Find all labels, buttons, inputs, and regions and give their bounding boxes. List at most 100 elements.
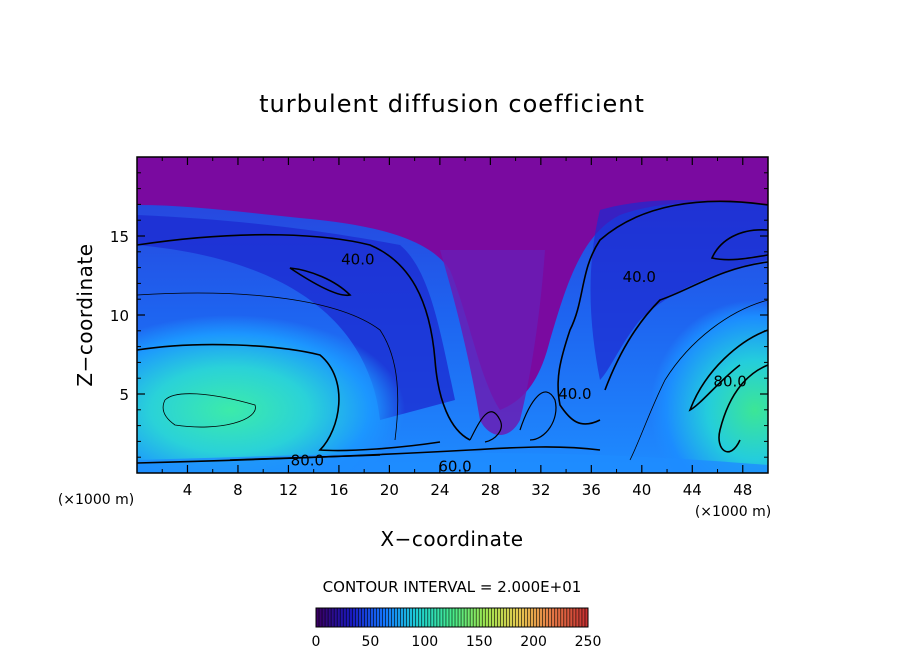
x-origin-unit-label: (×1000 m) — [58, 492, 134, 508]
colorbar-swatch — [572, 608, 577, 627]
x-tick-label: 48 — [733, 481, 752, 499]
colorbar-swatch — [509, 608, 513, 627]
x-tick-label: 40 — [632, 481, 651, 499]
contour-line — [718, 364, 768, 453]
colorbar-swatch — [343, 608, 347, 627]
y-axis: 5 10 15 — [110, 172, 768, 458]
colorbar-tick-label: 150 — [466, 634, 493, 650]
colorbar-swatch — [394, 608, 398, 627]
colorbar-tick-label: 250 — [575, 634, 602, 650]
colorbar-swatch — [406, 608, 410, 627]
contour-line — [469, 411, 502, 443]
colorbar-tick-label: 200 — [520, 634, 547, 650]
colorbar-swatch — [515, 608, 519, 627]
y-axis-title: Z−coordinate — [73, 243, 97, 386]
colorbar-tick-label: 100 — [411, 634, 438, 650]
colorbar-swatch — [476, 608, 480, 627]
colorbar-swatch — [557, 608, 562, 627]
colorbar-swatch — [418, 608, 423, 627]
colorbar-swatch — [367, 608, 371, 627]
colorbar-swatch — [512, 608, 516, 627]
colorbar-swatch — [581, 608, 586, 627]
colorbar-swatch — [500, 608, 504, 627]
x-tick-label: 28 — [481, 481, 500, 499]
contour-label: 80.0 — [291, 451, 324, 469]
contour-label: 40.0 — [341, 251, 374, 269]
colorbar-swatch — [376, 608, 380, 627]
colorbar-swatch — [445, 608, 450, 627]
colorbar-swatch — [328, 608, 332, 627]
colorbar-swatch — [542, 608, 546, 627]
contour-line — [557, 200, 768, 425]
colorbar-swatch — [364, 608, 368, 627]
plot-area: 40.0 40.0 40.0 80.0 60.0 80.0 — [137, 157, 768, 473]
colorbar-swatch — [403, 608, 407, 627]
colorbar-swatch — [578, 608, 583, 627]
contour-line — [229, 454, 381, 461]
colorbar-swatch — [548, 608, 553, 627]
colorbar-frame — [315, 607, 589, 628]
colorbar-swatch — [382, 608, 386, 627]
contour-line — [137, 343, 441, 452]
contour-line — [137, 292, 399, 441]
colorbar-swatch — [467, 608, 471, 627]
colorbar-swatch — [400, 608, 404, 627]
colorbar-swatch — [385, 608, 389, 627]
colorbar-swatch — [433, 608, 438, 627]
x-tick-label: 8 — [233, 481, 243, 499]
x-axis: 4 8 12 16 20 24 28 32 36 40 44 48 — [161, 157, 752, 499]
contour-line — [519, 391, 557, 441]
colorbar-swatch — [464, 608, 468, 627]
colorbar-swatch — [479, 608, 483, 627]
colorbar-swatch — [427, 608, 432, 627]
colorbar-swatch — [379, 608, 383, 627]
colorbar-swatch — [575, 608, 580, 627]
colorbar-swatch — [491, 608, 495, 627]
colorbar-swatch — [518, 608, 522, 627]
x-tick-label: 4 — [183, 481, 193, 499]
colorbar-swatch — [361, 608, 365, 627]
colorbar-swatch — [563, 608, 568, 627]
colorbar-swatch — [322, 608, 326, 627]
y-tick-label: 15 — [110, 228, 129, 246]
colorbar-swatch — [325, 608, 329, 627]
colorbar-swatch — [442, 608, 447, 627]
colorbar-swatch — [355, 608, 359, 627]
colorbar-swatch — [569, 608, 574, 627]
colorbar-swatch — [349, 608, 353, 627]
colorbar-swatch — [497, 608, 501, 627]
colorbar-swatch — [340, 608, 344, 627]
colorbar-swatch — [455, 608, 459, 627]
colorbar-swatch — [448, 608, 453, 627]
colorbar-swatch — [424, 608, 429, 627]
contour-label: 40.0 — [623, 268, 656, 286]
contour-line — [688, 329, 768, 412]
contour-label: 80.0 — [713, 372, 746, 390]
colorbar-swatch — [530, 608, 534, 627]
contour-line — [710, 229, 768, 261]
colorbar-swatch — [533, 608, 537, 627]
colorbar-swatch — [521, 608, 525, 627]
x-tick-label: 12 — [279, 481, 298, 499]
colorbar-swatch — [452, 608, 456, 627]
colorbar-swatch — [412, 608, 417, 627]
plume-region — [440, 250, 545, 435]
contour-labels: 40.0 40.0 40.0 80.0 60.0 80.0 — [291, 251, 747, 473]
colorbar-swatch — [331, 608, 335, 627]
colorbar-swatch — [524, 608, 528, 627]
contour-label: 40.0 — [558, 385, 591, 403]
x-tick-label: 16 — [329, 481, 348, 499]
colorbar-swatch — [560, 608, 565, 627]
contour-line — [137, 446, 601, 464]
colorbar — [315, 607, 589, 628]
colorbar-swatch — [485, 608, 489, 627]
x-tick-label: 44 — [683, 481, 702, 499]
colorbar-swatch — [421, 608, 426, 627]
colorbar-labels: 0 50 100 150 200 250 — [312, 634, 602, 650]
colorbar-swatch — [551, 608, 556, 627]
x-tick-label: 24 — [430, 481, 449, 499]
colorbar-swatch — [391, 608, 395, 627]
contour-line — [137, 233, 471, 441]
colorbar-swatch — [470, 608, 474, 627]
